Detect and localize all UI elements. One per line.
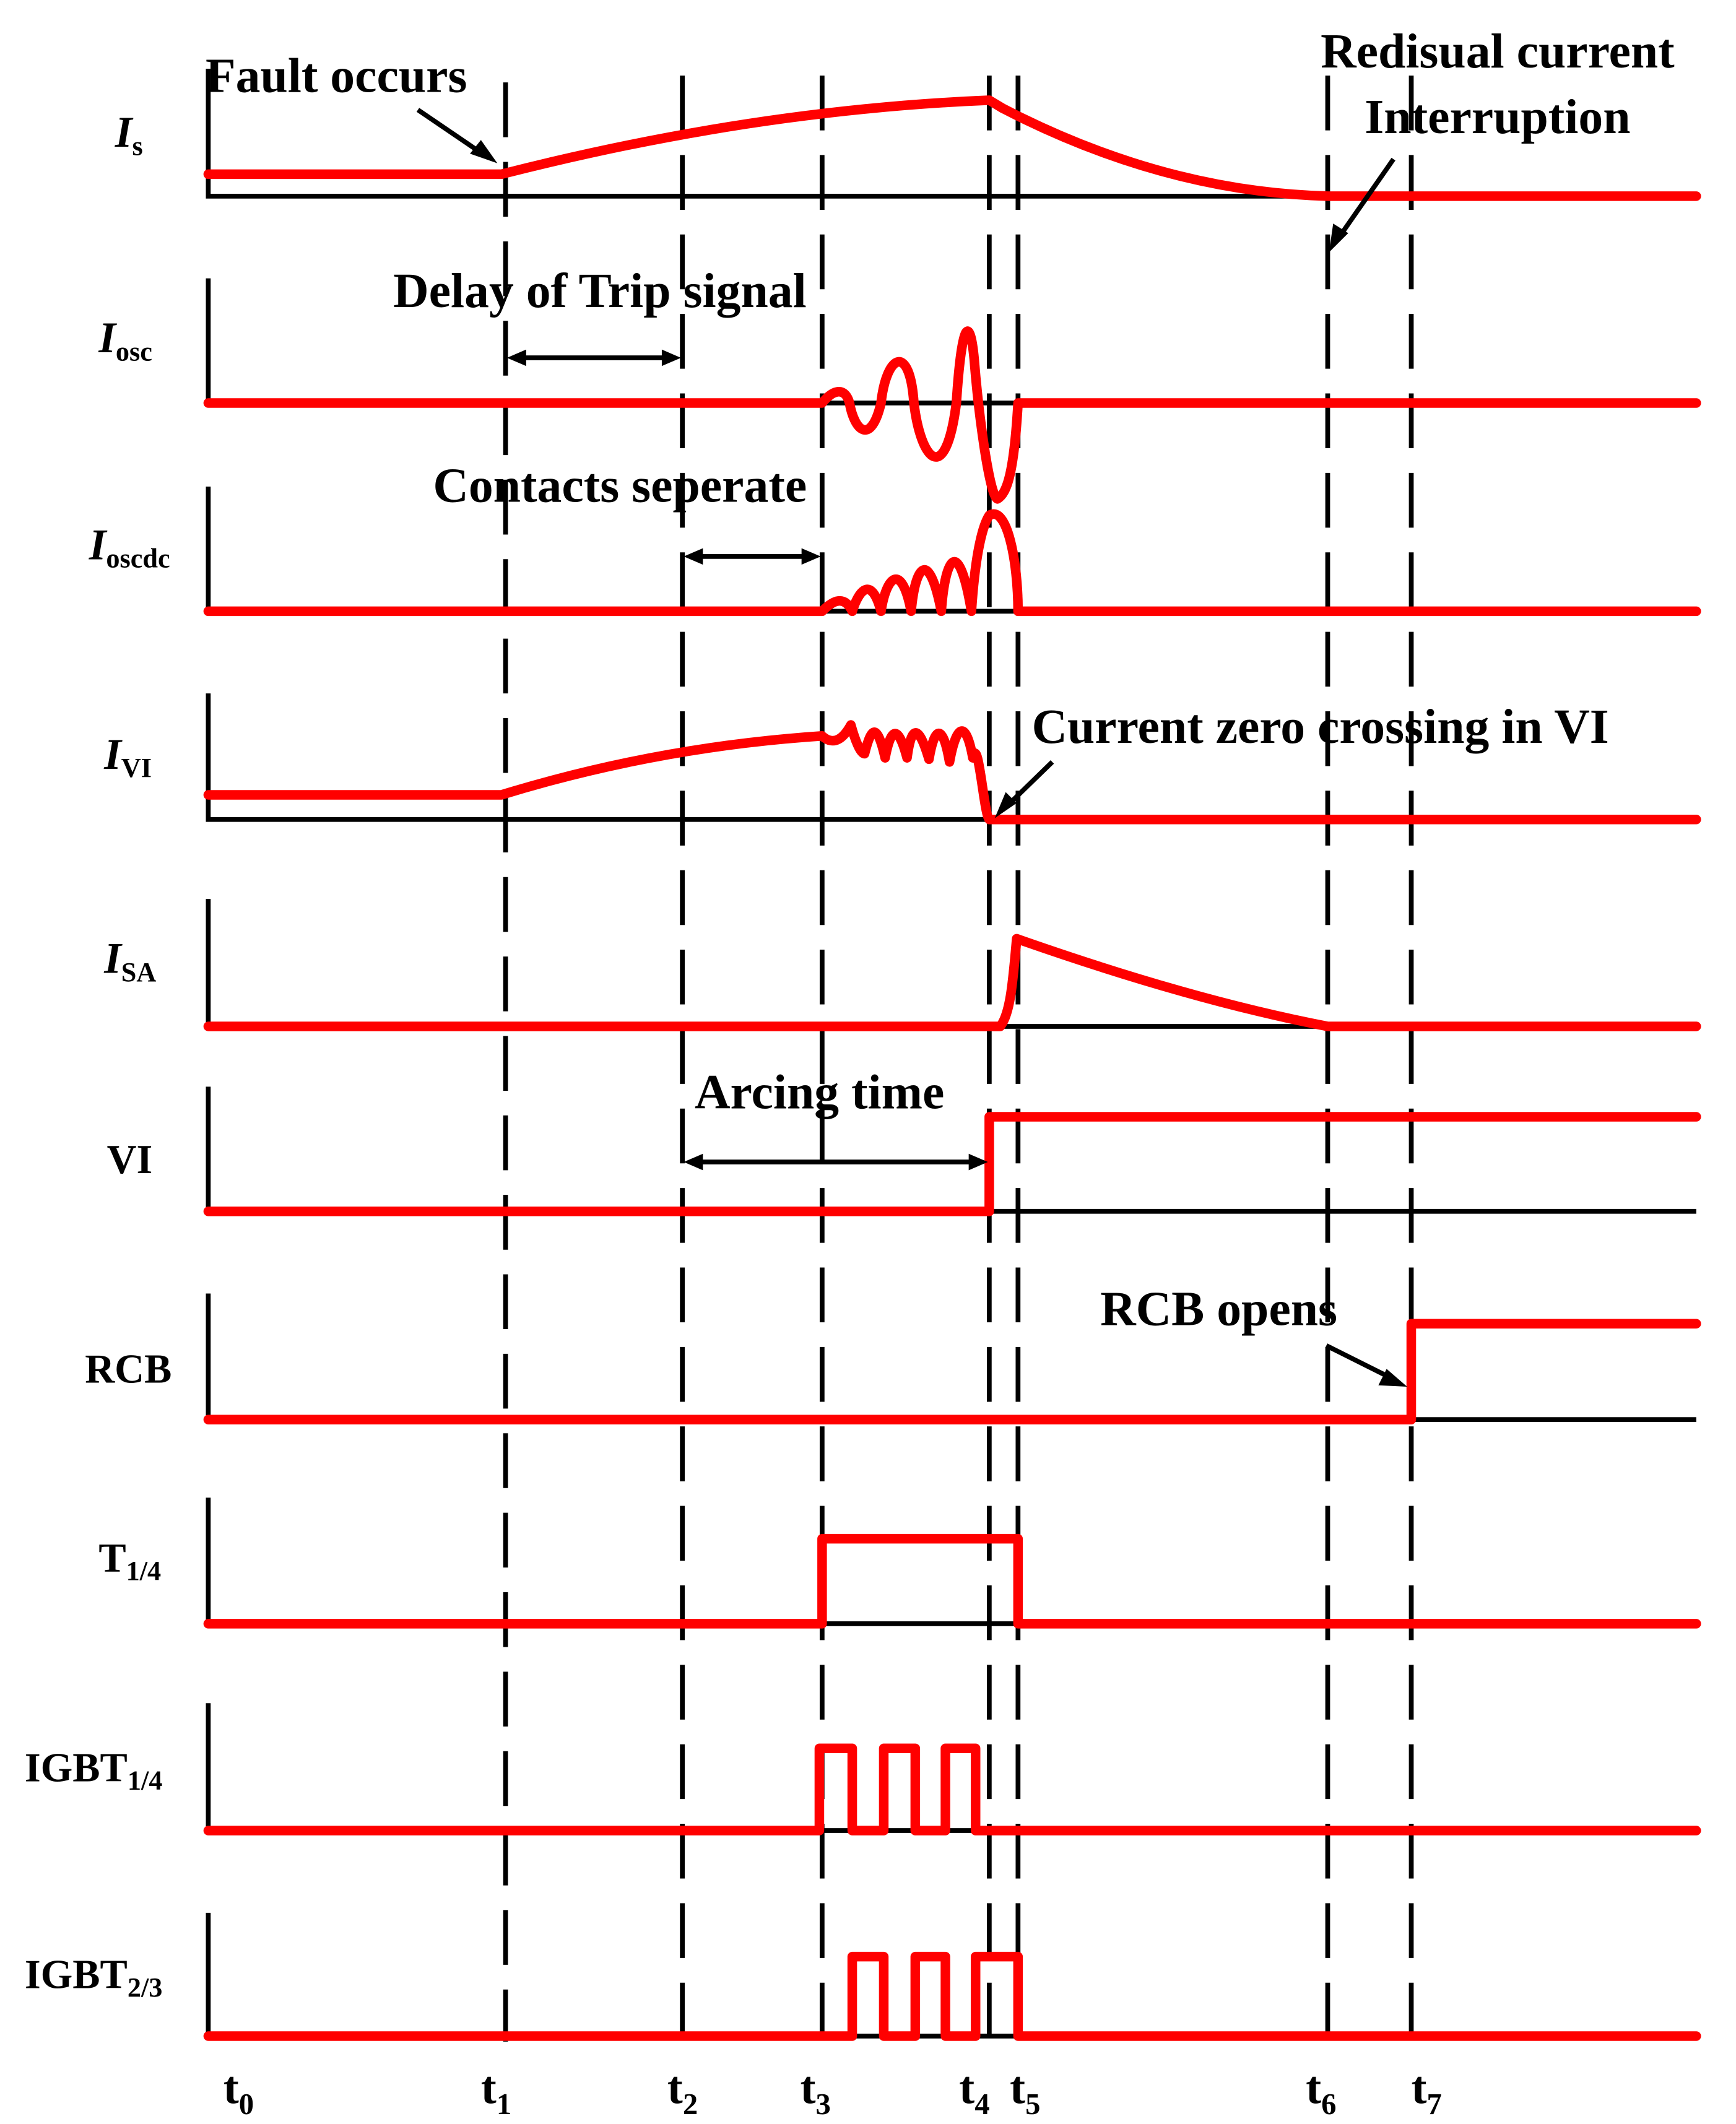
arrowhead-contacts-left <box>684 548 703 565</box>
arrowhead-contacts-right <box>801 548 821 565</box>
wave-ivi <box>203 720 1701 825</box>
wave-isa <box>203 934 1701 1031</box>
wave-iosc <box>203 326 1701 504</box>
signal-axes <box>206 69 1696 2039</box>
label-t14: T1/4 <box>98 1536 161 1586</box>
wave-igbt23 <box>203 1951 1701 2041</box>
label-ivi: IVI <box>103 730 152 783</box>
wave-ioscdc <box>203 509 1701 617</box>
annotation-arrows <box>416 108 1407 1387</box>
anno-fault-occurs: Fault occurs <box>206 49 467 103</box>
axis-ioscdc <box>206 486 1696 614</box>
axis-t14 <box>206 1498 1696 1626</box>
label-rcb: RCB <box>85 1346 171 1392</box>
arrow-residual <box>1338 157 1395 238</box>
arrowhead-delay-left <box>506 349 526 366</box>
tick-t7: t7 <box>1411 2062 1441 2121</box>
axis-igbt14 <box>206 1703 1696 1833</box>
tick-t1: t1 <box>481 2062 511 2121</box>
tick-t3: t3 <box>800 2062 830 2121</box>
label-igbt14: IGBT1/4 <box>25 1745 163 1795</box>
axis-is <box>206 69 1696 199</box>
wave-t14 <box>203 1533 1701 1629</box>
waveforms <box>203 95 1701 2041</box>
annotations: Fault occurs Redisual current Interrupti… <box>206 24 1675 1337</box>
time-tick-labels: t0 t1 t2 t3 t4 t5 t6 t7 <box>224 2062 1442 2121</box>
anno-current-zero: Current zero crossing in VI <box>1031 700 1608 754</box>
arrowhead-delay-right <box>661 349 681 366</box>
anno-arcing-time: Arcing time <box>695 1065 944 1120</box>
anno-residual-line2: Interruption <box>1365 90 1630 144</box>
axis-rcb <box>206 1293 1696 1422</box>
anno-rcb-opens: RCB opens <box>1100 1281 1337 1336</box>
tick-t2: t2 <box>667 2062 698 2121</box>
label-iosc: Iosc <box>98 314 152 366</box>
signal-labels: Is Iosc Ioscdc IVI ISA VI RCB T1/4 IGBT1… <box>25 108 172 2003</box>
tick-t0: t0 <box>224 2062 254 2121</box>
wave-vi <box>203 1112 1701 1216</box>
arrowhead-fault-occurs <box>470 140 498 163</box>
wave-rcb <box>203 1319 1701 1424</box>
arrow-fault-occurs <box>416 108 484 156</box>
axis-igbt23 <box>206 1912 1696 2039</box>
arrowhead-residual <box>1329 223 1348 253</box>
anno-residual-line1: Redisual current <box>1321 24 1675 79</box>
axis-isa <box>206 899 1696 1029</box>
tick-t6: t6 <box>1306 2062 1336 2121</box>
axis-vi <box>206 1086 1696 1214</box>
label-ioscdc: Ioscdc <box>89 521 170 573</box>
label-is: Is <box>115 108 143 161</box>
arrowhead-rcb-opens <box>1378 1369 1407 1387</box>
arrow-rcb-opens <box>1325 1343 1394 1381</box>
arrowhead-arcing-left <box>684 1153 703 1171</box>
label-igbt23: IGBT2/3 <box>25 1953 163 2003</box>
anno-delay-trip: Delay of Trip signal <box>393 264 807 318</box>
label-vi: VI <box>107 1137 153 1182</box>
tick-t5: t5 <box>1010 2062 1040 2121</box>
wave-is <box>203 95 1701 201</box>
arrowhead-arcing-right <box>968 1153 988 1171</box>
wave-igbt14 <box>203 1743 1701 1836</box>
label-isa: ISA <box>103 935 156 987</box>
tick-t4: t4 <box>959 2062 989 2121</box>
anno-contacts-separate: Contacts seperate <box>433 458 807 513</box>
arrowhead-current-zero <box>994 792 1017 818</box>
